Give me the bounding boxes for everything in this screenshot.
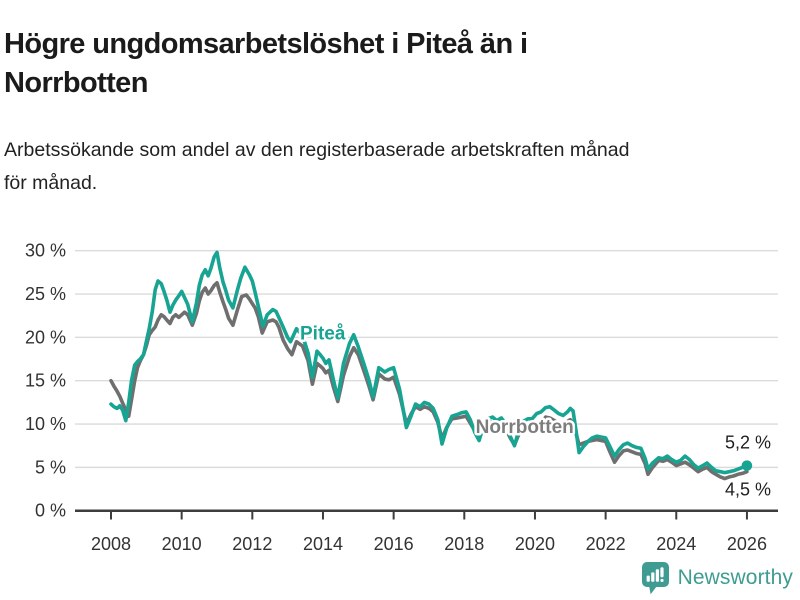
- x-tick-label: 2014: [303, 534, 343, 554]
- y-tick-label: 5 %: [35, 457, 66, 477]
- newsworthy-logo-icon: [641, 562, 669, 595]
- x-tick-label: 2016: [374, 534, 414, 554]
- newsworthy-brand: Newsworthy: [641, 561, 793, 595]
- y-tick-label: 10 %: [25, 414, 66, 434]
- series-label-pite: Piteå: [300, 324, 346, 345]
- chart-subtitle-line-1: Arbetssökande som andel av den registerb…: [4, 138, 630, 161]
- y-tick-label: 15 %: [25, 371, 66, 391]
- x-tick-label: 2012: [232, 534, 272, 554]
- series-label-norrbotten: Norrbotten: [476, 417, 574, 438]
- chart-subtitle: Arbetssökande som andel av den registerb…: [4, 134, 794, 200]
- y-tick-label: 20 %: [25, 327, 66, 347]
- y-tick-label: 30 %: [25, 241, 66, 261]
- x-tick-label: 2020: [515, 534, 555, 554]
- series-line-pite: [109, 250, 749, 475]
- x-tick-label: 2018: [444, 534, 484, 554]
- newsworthy-wordmark: Newsworthy: [677, 566, 793, 589]
- x-tick-label: 2008: [91, 534, 131, 554]
- x-tick-label: 2026: [727, 534, 767, 554]
- x-tick-label: 2010: [162, 534, 202, 554]
- page-title: Högre ungdomsarbetslöshet i Piteå än i N…: [4, 25, 704, 102]
- x-tick-label: 2022: [586, 534, 626, 554]
- page-title-line-1: Högre ungdomsarbetslöshet i Piteå än i: [4, 28, 528, 61]
- page-title-line-2: Norrbotten: [4, 66, 148, 99]
- end-value-label: 4,5 %: [725, 480, 771, 500]
- chart-subtitle-line-2: för månad.: [4, 171, 98, 194]
- y-tick-label: 0 %: [35, 501, 66, 521]
- series-end-dot-pite: [741, 460, 753, 471]
- x-tick-label: 2024: [656, 534, 696, 554]
- y-tick-label: 25 %: [25, 284, 66, 304]
- end-value-label: 5,2 %: [725, 433, 771, 453]
